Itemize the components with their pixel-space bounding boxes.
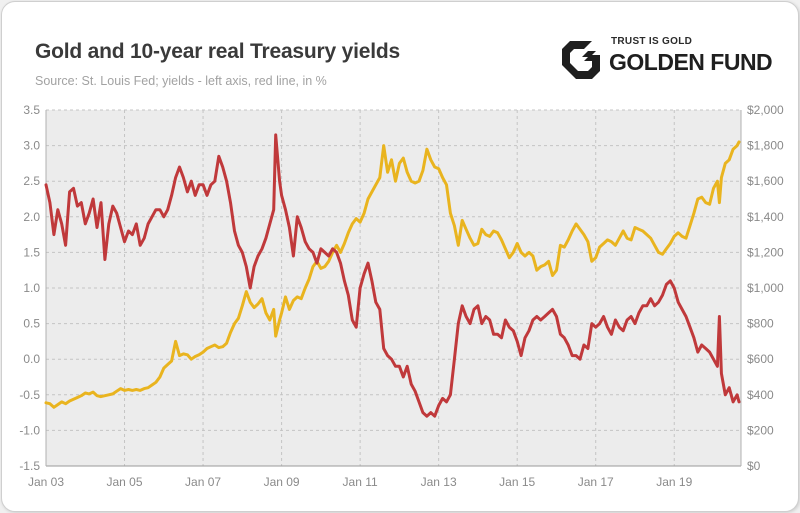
brand-logo[interactable]: TRUST IS GOLD GOLDEN FUND <box>562 35 792 81</box>
y-right-tick-label: $1,800 <box>747 139 784 153</box>
y-right-tick-label: $200 <box>747 423 774 437</box>
y-left-tick-label: 0.0 <box>23 352 40 366</box>
y-left-tick-label: 3.5 <box>23 103 40 117</box>
y-left-tick-label: 2.0 <box>23 210 40 224</box>
x-tick-label: Jan 13 <box>421 475 457 489</box>
y-left-tick-label: -0.5 <box>19 388 40 402</box>
logo-tagline: TRUST IS GOLD <box>611 36 693 47</box>
y-right-tick-label: $1,600 <box>747 174 784 188</box>
y-left-tick-label: -1.0 <box>19 423 40 437</box>
y-left-tick-label: 2.5 <box>23 174 40 188</box>
series-line-real-yield <box>44 133 741 418</box>
y-right-tick-label: $400 <box>747 388 774 402</box>
x-tick-label: Jan 19 <box>656 475 692 489</box>
y-right-tick-label: $800 <box>747 317 774 331</box>
y-left-tick-label: 1.5 <box>23 245 40 259</box>
y-left-tick-label: 0.5 <box>23 317 40 331</box>
x-tick-label: Jan 17 <box>578 475 614 489</box>
y-right-tick-label: $1,000 <box>747 281 784 295</box>
x-tick-label: Jan 09 <box>264 475 300 489</box>
x-tick-label: Jan 05 <box>107 475 143 489</box>
y-right-tick-label: $1,400 <box>747 210 784 224</box>
y-left-tick-label: 1.0 <box>23 281 40 295</box>
x-tick-label: Jan 03 <box>28 475 64 489</box>
logo-name: GOLDEN FUND <box>609 49 773 75</box>
y-right-tick-label: $600 <box>747 352 774 366</box>
series-line-gold-price <box>44 140 741 409</box>
y-right-tick-label: $2,000 <box>747 103 784 117</box>
x-tick-label: Jan 11 <box>343 475 378 489</box>
golden-fund-logo-icon <box>562 41 600 79</box>
x-tick-label: Jan 07 <box>185 475 221 489</box>
y-right-tick-label: $0 <box>747 459 761 473</box>
chart-subtitle: Source: St. Louis Fed; yields - left axi… <box>35 74 327 88</box>
y-right-tick-label: $1,200 <box>747 245 784 259</box>
x-tick-label: Jan 15 <box>499 475 535 489</box>
y-left-tick-label: -1.5 <box>19 459 40 473</box>
y-left-tick-label: 3.0 <box>23 139 40 153</box>
chart-title: Gold and 10-year real Treasury yields <box>35 40 400 63</box>
